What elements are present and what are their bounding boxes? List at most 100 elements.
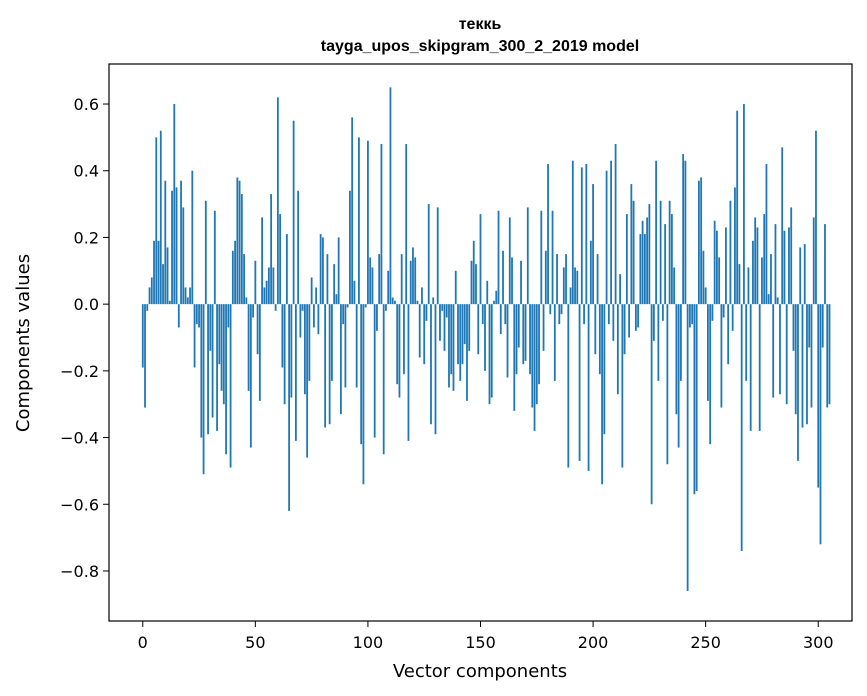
bar-22 <box>191 170 194 305</box>
bar-36 <box>222 304 225 405</box>
y-tick-label: 0.0 <box>74 295 99 314</box>
bar-230 <box>659 200 662 305</box>
bars-group <box>141 87 831 591</box>
bar-163 <box>508 217 511 305</box>
x-tick-label: 100 <box>353 633 384 652</box>
bar-275 <box>761 257 763 305</box>
bar-244 <box>691 304 694 325</box>
bar-118 <box>407 304 410 441</box>
bar-219 <box>634 304 637 331</box>
bar-41 <box>234 240 236 305</box>
bar-109 <box>387 270 390 305</box>
bar-47 <box>247 304 250 391</box>
bar-167 <box>517 304 520 348</box>
bar-81 <box>324 304 327 428</box>
bar-148 <box>475 264 477 305</box>
bar-125 <box>423 304 426 365</box>
bar-138 <box>452 304 455 391</box>
bar-260 <box>727 304 730 365</box>
bar-88 <box>340 304 342 415</box>
bar-146 <box>470 260 473 305</box>
x-axis-ticks: 0 50 100 150 200 250 300 <box>138 621 834 652</box>
bar-83 <box>328 304 331 425</box>
bar-72 <box>303 304 306 395</box>
bar-194 <box>578 304 581 461</box>
bar-142 <box>461 304 464 365</box>
bar-55 <box>265 280 268 305</box>
bar-31 <box>211 304 214 418</box>
x-tick-label: 300 <box>803 633 834 652</box>
bar-240 <box>682 154 685 305</box>
bar-37 <box>225 304 227 455</box>
bar-152 <box>484 304 486 371</box>
bar-34 <box>218 304 221 365</box>
bar-242 <box>686 304 689 591</box>
bar-114 <box>398 304 401 398</box>
bar-59 <box>274 304 277 311</box>
bar-107 <box>382 304 385 455</box>
bar-179 <box>544 250 547 305</box>
bar-300 <box>817 304 820 488</box>
bar-252 <box>709 304 712 445</box>
bar-266 <box>740 304 743 551</box>
bar-20 <box>186 297 189 305</box>
bar-276 <box>763 214 766 305</box>
bar-193 <box>576 270 579 305</box>
bar-282 <box>776 297 779 305</box>
bar-298 <box>812 217 815 305</box>
bar-140 <box>457 304 459 365</box>
bar-302 <box>821 304 824 348</box>
bar-225 <box>648 204 651 305</box>
bar-154 <box>488 304 491 405</box>
bar-237 <box>675 304 678 415</box>
bar-77 <box>315 287 318 305</box>
bar-5 <box>153 240 155 305</box>
bar-92 <box>349 190 351 305</box>
bar-182 <box>551 210 554 305</box>
bar-85 <box>333 264 336 305</box>
bar-28 <box>204 200 207 305</box>
bar-186 <box>560 304 563 315</box>
bar-270 <box>749 304 752 431</box>
bar-290 <box>794 304 797 415</box>
bar-57 <box>270 194 273 305</box>
bar-268 <box>745 304 748 381</box>
bar-205 <box>603 304 606 435</box>
bar-60 <box>276 97 279 305</box>
bar-249 <box>702 250 705 305</box>
bar-191 <box>571 160 574 305</box>
bar-221 <box>639 234 642 305</box>
bar-272 <box>754 217 757 305</box>
bar-293 <box>801 304 804 428</box>
bar-111 <box>391 297 394 305</box>
bar-93 <box>351 117 354 305</box>
bar-43 <box>238 180 241 305</box>
bar-274 <box>758 304 761 431</box>
bar-213 <box>621 304 624 468</box>
bar-6 <box>155 137 158 305</box>
bar-212 <box>619 274 621 305</box>
chart-subtitle: tayga_upos_skipgram_300_2_2019 model <box>321 38 639 55</box>
bar-25 <box>198 304 200 328</box>
bar-131 <box>436 207 439 305</box>
bar-130 <box>434 304 437 435</box>
bar-236 <box>673 267 676 305</box>
bar-164 <box>511 257 513 305</box>
bar-95 <box>355 304 358 388</box>
bar-304 <box>826 304 829 408</box>
bar-12 <box>168 300 171 305</box>
bar-32 <box>213 210 216 305</box>
bar-251 <box>707 304 709 401</box>
bar-15 <box>175 187 178 305</box>
bar-54 <box>263 287 266 305</box>
bar-165 <box>513 304 516 411</box>
bar-91 <box>346 304 349 308</box>
bar-187 <box>562 267 565 305</box>
bar-73 <box>306 304 309 458</box>
bar-61 <box>279 214 282 305</box>
y-tick-label: 0.4 <box>74 162 99 181</box>
bar-210 <box>614 144 617 305</box>
bar-223 <box>643 234 646 305</box>
bar-281 <box>774 224 777 305</box>
